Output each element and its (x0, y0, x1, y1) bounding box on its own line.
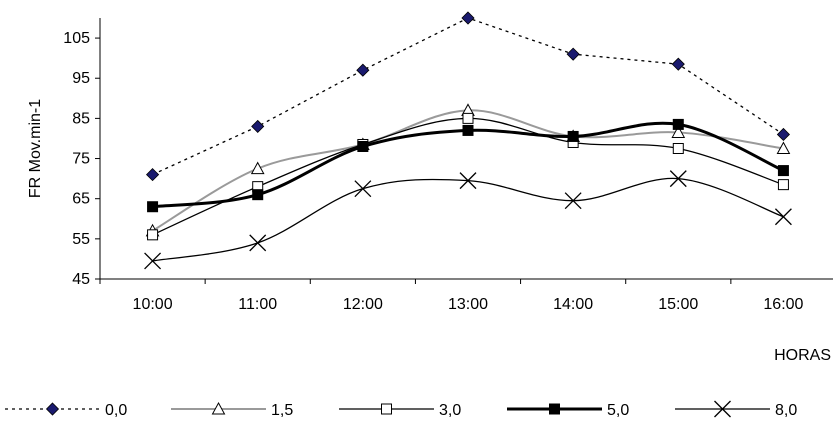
x-tick-label: 15:00 (658, 296, 698, 313)
data-point (462, 124, 474, 136)
y-tick-label: 65 (72, 191, 90, 208)
data-point (564, 192, 582, 210)
x-tick-label: 13:00 (448, 296, 488, 313)
x-marker-stroke (354, 180, 372, 198)
data-point (777, 179, 789, 191)
data-point (461, 11, 475, 25)
legend-marker (45, 402, 60, 416)
data-point (777, 165, 789, 177)
legend-item: 8,0 (675, 400, 797, 419)
data-point (357, 140, 369, 152)
data-point (146, 168, 160, 182)
series-3 (147, 112, 789, 241)
data-point (669, 170, 687, 188)
x-marker-stroke (249, 234, 267, 252)
x-tick-label: 10:00 (133, 296, 173, 313)
x-marker-stroke (714, 400, 731, 418)
legend-item: 1,5 (171, 401, 293, 419)
legend-label: 1,5 (271, 402, 293, 419)
data-point (249, 234, 267, 252)
series-5 (144, 170, 792, 270)
x-tick-label: 14:00 (553, 296, 593, 313)
data-point (459, 172, 477, 190)
legend-label: 5,0 (607, 402, 629, 419)
x-marker-stroke (669, 170, 687, 188)
legend-marker (211, 401, 226, 415)
data-point (462, 112, 474, 124)
legend-label: 0,0 (105, 402, 127, 419)
x-tick-label: 11:00 (238, 296, 277, 313)
legend-label: 3,0 (439, 402, 461, 419)
axes: 45 55 65 75 85 95 105 10:00 11:00 12:00 13:00 14:00… (63, 18, 833, 313)
series-layer (144, 11, 792, 270)
legend-item: 3,0 (339, 402, 461, 419)
data-point (566, 47, 580, 61)
data-point (776, 127, 790, 142)
x-marker-stroke (459, 172, 477, 190)
data-point (147, 201, 159, 213)
data-point (147, 229, 159, 241)
legend-label: 8,0 (775, 402, 797, 419)
x-tick-label: 12:00 (343, 296, 383, 313)
y-tick-label: 75 (72, 151, 90, 168)
data-point (356, 63, 370, 77)
x-tick-label: 16:00 (763, 296, 803, 313)
y-tick-label: 45 (72, 271, 90, 288)
y-tick-label: 55 (72, 231, 90, 248)
data-point (567, 130, 579, 142)
data-point (774, 208, 792, 226)
x-axis-label: HORAS (774, 347, 831, 364)
data-point (776, 141, 791, 154)
data-point (252, 189, 264, 201)
y-tick-label: 105 (63, 30, 90, 47)
data-point (672, 118, 684, 130)
legend-marker (381, 403, 392, 415)
data-point (144, 252, 162, 270)
x-marker-stroke (774, 208, 792, 226)
legend: 0,0 1,5 3,0 5,0 8,0 (5, 400, 797, 419)
y-axis-label: FR Mov.min-1 (27, 99, 44, 198)
y-tick-label: 95 (72, 70, 90, 87)
series-2 (145, 103, 791, 237)
data-point (671, 125, 686, 138)
data-point (672, 143, 684, 154)
series-4 (147, 118, 789, 213)
data-point (251, 119, 265, 133)
data-point (250, 161, 265, 175)
legend-item: 0,0 (5, 402, 127, 419)
legend-item: 5,0 (507, 402, 629, 419)
data-point (671, 57, 685, 71)
y-tick-label: 85 (72, 110, 90, 127)
series-1 (146, 11, 790, 182)
legend-marker (714, 400, 731, 418)
legend-marker (549, 403, 560, 415)
x-marker-stroke (564, 192, 582, 210)
x-marker-stroke (144, 252, 162, 270)
data-point (354, 180, 372, 198)
